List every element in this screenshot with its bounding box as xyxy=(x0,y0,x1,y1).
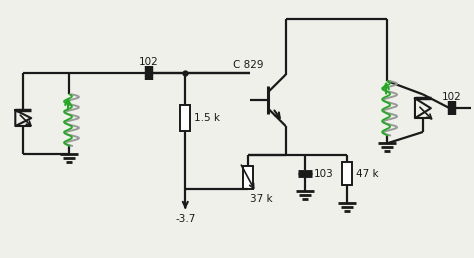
Text: 47 k: 47 k xyxy=(356,168,379,179)
Text: 1.5 k: 1.5 k xyxy=(194,113,220,123)
FancyBboxPatch shape xyxy=(243,166,253,189)
Text: 103: 103 xyxy=(313,168,333,179)
FancyBboxPatch shape xyxy=(342,162,352,186)
Text: 102: 102 xyxy=(139,57,158,67)
Text: -3.7: -3.7 xyxy=(175,214,195,224)
Text: 37 k: 37 k xyxy=(250,194,273,204)
Text: C 829: C 829 xyxy=(233,60,264,70)
FancyBboxPatch shape xyxy=(180,105,190,131)
Text: 102: 102 xyxy=(442,92,462,102)
